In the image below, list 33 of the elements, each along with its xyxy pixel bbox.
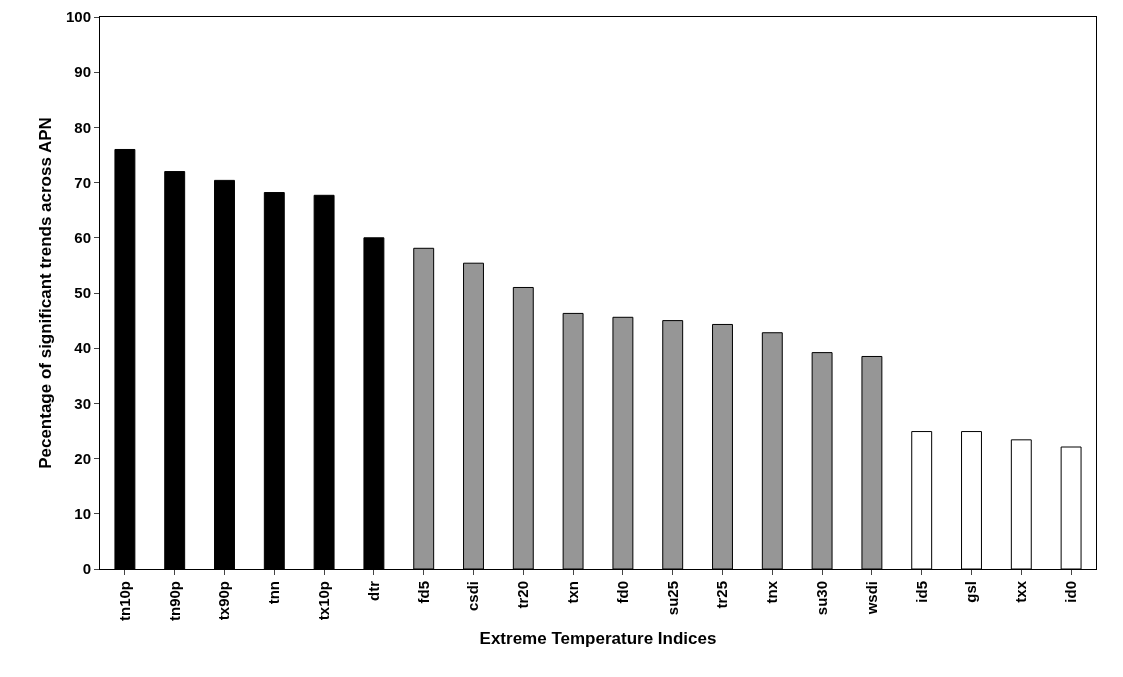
x-tick-label: tr20 — [514, 581, 532, 609]
x-tick-label: tnn — [265, 581, 283, 605]
x-tick-label: wsdi — [862, 581, 880, 616]
y-tick-label: 90 — [74, 63, 91, 81]
y-tick-label: 30 — [74, 394, 91, 412]
y-tick-label: 50 — [74, 284, 91, 302]
x-tick-label: id5 — [912, 581, 930, 603]
x-tick-label: fd5 — [414, 581, 432, 604]
y-tick-label: 0 — [82, 560, 91, 578]
y-tick-label: 100 — [65, 8, 91, 26]
y-tick-label: 10 — [74, 505, 91, 523]
y-tick-label: 60 — [74, 229, 91, 247]
x-tick-label: tr25 — [713, 581, 731, 609]
x-tick-label: tn10p — [115, 581, 133, 622]
x-tick-label: fd0 — [613, 581, 631, 604]
x-tick-label: txn — [563, 581, 581, 604]
x-tick-label: gsl — [962, 581, 980, 603]
y-axis-title: Pecentage of significant trends across APN — [35, 117, 55, 469]
x-tick-label: tn90p — [165, 581, 183, 622]
y-tick-label: 20 — [74, 449, 91, 467]
x-tick-label: csdi — [464, 581, 482, 612]
y-tick-label: 70 — [74, 173, 91, 191]
x-tick-label: tx10p — [314, 581, 332, 621]
y-tick-label: 80 — [74, 118, 91, 136]
x-tick-label: tx90p — [215, 581, 233, 621]
x-tick-label: dtr — [364, 580, 382, 601]
x-tick-label: su25 — [663, 581, 681, 616]
x-tick-label: txx — [1012, 580, 1030, 603]
x-axis-title: Extreme Temperature Indices — [479, 629, 717, 649]
x-tick-label: id0 — [1061, 581, 1079, 603]
x-tick-label: tnx — [763, 580, 781, 604]
y-tick-label: 40 — [74, 339, 91, 357]
x-tick-label: su30 — [812, 581, 830, 616]
